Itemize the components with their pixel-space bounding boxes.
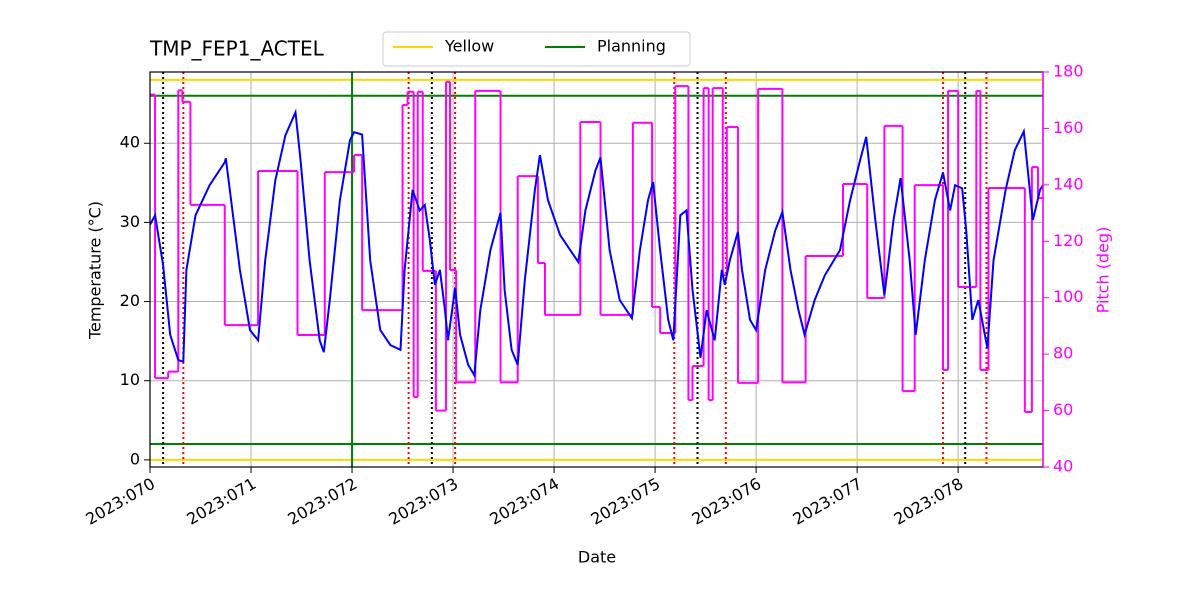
chart-title: TMP_FEP1_ACTEL (149, 37, 325, 61)
y2-tick-label: 160 (1053, 118, 1084, 137)
y-tick-label: 30 (120, 212, 140, 231)
x-tick-label: 2023:071 (183, 474, 259, 529)
x-tick-label: 2023:075 (587, 474, 663, 529)
x-tick-label: 2023:076 (688, 474, 764, 529)
y-tick-label: 20 (120, 291, 140, 310)
y2-axis-label: Pitch (deg) (1094, 227, 1113, 314)
y-tick-label: 40 (120, 133, 140, 152)
x-tick-label: 2023:073 (385, 474, 461, 529)
x-tick-label: 2023:078 (891, 474, 967, 529)
y2-tick-label: 140 (1053, 174, 1084, 193)
y2-tick-label: 100 (1053, 287, 1084, 306)
plot-frame (149, 71, 1044, 468)
x-axis-label: Date (578, 548, 616, 567)
y2-tick-label: 180 (1053, 62, 1084, 81)
y2-tick-label: 120 (1053, 231, 1084, 250)
temperature-line (150, 108, 1043, 379)
y-tick-label: 10 (120, 370, 140, 389)
x-tick-label: 2023:077 (789, 474, 865, 529)
x-tick-label: 2023:074 (486, 474, 562, 529)
x-tick-label: 2023:072 (284, 474, 360, 529)
y2-tick-label: 40 (1053, 457, 1073, 476)
legend-label: Planning (597, 37, 666, 56)
y-tick-label: 0 (130, 449, 140, 468)
x-tick-label: 2023:070 (82, 474, 158, 529)
legend-label: Yellow (444, 37, 494, 56)
y2-tick-label: 60 (1053, 400, 1073, 419)
legend-box (382, 31, 691, 67)
y2-tick-label: 80 (1053, 344, 1073, 363)
y-axis-label: Temperature (°C) (86, 201, 105, 340)
